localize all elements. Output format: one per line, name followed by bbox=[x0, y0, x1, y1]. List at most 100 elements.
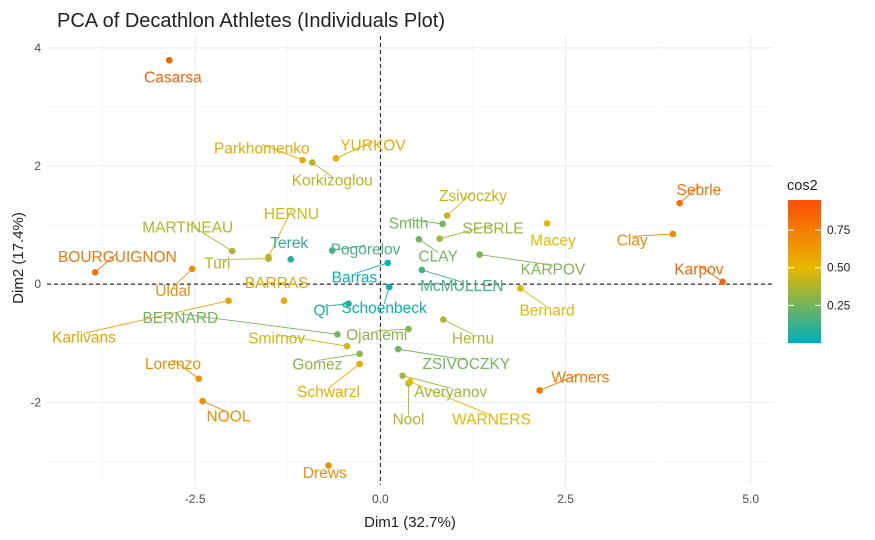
legend: cos2 0.25 0.50 0.75 bbox=[787, 178, 851, 343]
label-connector bbox=[268, 209, 292, 258]
point-label: CLAY bbox=[418, 248, 457, 265]
label-connector bbox=[439, 224, 494, 240]
point-label: BOURGUIGNON bbox=[58, 249, 177, 266]
data-point bbox=[332, 154, 340, 162]
label-connector bbox=[335, 140, 374, 159]
point-label: ZSIVOCZKY bbox=[422, 356, 510, 373]
point-label: BARRAS bbox=[245, 275, 309, 292]
data-point bbox=[356, 350, 363, 358]
point-label: Averyanov bbox=[414, 384, 487, 401]
data-point bbox=[543, 219, 551, 227]
point-label: Smith bbox=[389, 215, 429, 232]
point-label: Pogorelov bbox=[331, 241, 401, 258]
y-tick-label: -2 bbox=[30, 395, 41, 409]
point-label: Barras bbox=[332, 270, 378, 287]
label-connectors bbox=[83, 140, 723, 416]
data-point bbox=[228, 247, 236, 255]
label-connector bbox=[520, 287, 548, 308]
label-connector bbox=[409, 381, 492, 416]
data-point bbox=[265, 255, 272, 263]
label-connector bbox=[354, 262, 388, 275]
point-label: MARTINEAU bbox=[142, 219, 233, 236]
label-connector bbox=[187, 223, 233, 252]
x-tick-label: 2.5 bbox=[557, 492, 574, 506]
point-label: Smirnov bbox=[248, 330, 305, 347]
point-label: Qi bbox=[313, 303, 329, 320]
point-label: Clay bbox=[617, 232, 648, 249]
point-label: Terek bbox=[270, 235, 308, 252]
point-label: Karlivans bbox=[52, 329, 116, 346]
point-label: HERNU bbox=[264, 206, 319, 223]
label-connector bbox=[94, 252, 118, 273]
point-label: Casarsa bbox=[144, 69, 202, 86]
data-point bbox=[676, 199, 683, 207]
point-label: McMULLEN bbox=[420, 278, 504, 295]
data-point bbox=[536, 387, 543, 394]
label-connector bbox=[418, 238, 439, 253]
legend-tick-label: 0.50 bbox=[827, 261, 851, 275]
label-connector bbox=[398, 348, 467, 361]
label-connector bbox=[443, 319, 474, 335]
data-point bbox=[399, 372, 406, 380]
label-connector bbox=[276, 334, 348, 347]
data-point bbox=[280, 297, 288, 304]
data-point bbox=[308, 159, 316, 166]
data-point bbox=[443, 212, 451, 219]
label-connector bbox=[172, 359, 200, 380]
data-point bbox=[406, 378, 414, 385]
data-point bbox=[476, 251, 483, 258]
point-label: Macey bbox=[530, 232, 576, 249]
point-label: Lorenzo bbox=[145, 356, 201, 373]
point-label: Hernu bbox=[452, 330, 494, 347]
point-label: Schwarzl bbox=[297, 384, 360, 401]
data-point bbox=[225, 297, 232, 304]
label-connector bbox=[311, 162, 333, 178]
data-point bbox=[195, 375, 203, 382]
legend-tick-label: 0.75 bbox=[827, 223, 851, 237]
data-point bbox=[439, 220, 446, 228]
label-connector bbox=[332, 244, 366, 251]
data-point bbox=[440, 316, 447, 323]
data-point bbox=[405, 325, 412, 333]
point-label: SEBRLE bbox=[462, 221, 523, 238]
point-label: Bernard bbox=[519, 303, 574, 320]
point-label: Turi bbox=[204, 255, 230, 272]
data-point bbox=[165, 56, 173, 64]
label-connector bbox=[172, 268, 193, 288]
label-connector bbox=[446, 191, 474, 216]
data-point bbox=[384, 259, 392, 267]
point-labels: Casarsa Parkhomenko YURKOV Korkizoglou Zsivo… bbox=[52, 69, 724, 482]
point-label: KARPOV bbox=[521, 261, 586, 278]
point-label: Warners bbox=[551, 369, 609, 386]
label-connector bbox=[421, 269, 462, 283]
legend-colorbar bbox=[788, 200, 821, 343]
point-label: BERNARD bbox=[142, 310, 218, 327]
y-tick-label: 2 bbox=[34, 159, 41, 173]
point-label: Schoenbeck bbox=[341, 300, 427, 317]
data-point bbox=[328, 247, 336, 254]
point-label: NOOL bbox=[207, 408, 251, 425]
legend-tick-label: 0.25 bbox=[827, 298, 851, 312]
data-point bbox=[343, 342, 351, 350]
label-connector bbox=[261, 143, 303, 161]
data-point bbox=[356, 360, 363, 368]
label-connector bbox=[408, 218, 443, 225]
data-point bbox=[91, 269, 99, 276]
data-point bbox=[345, 300, 352, 307]
data-point bbox=[287, 256, 295, 263]
data-point bbox=[418, 266, 426, 274]
label-connector bbox=[632, 233, 674, 237]
points bbox=[91, 56, 726, 469]
x-tick-label: -2.5 bbox=[185, 492, 206, 506]
y-tick-label: 0 bbox=[34, 277, 41, 291]
plot-area: -2.5 0.0 2.5 5.0 -2 0 2 4 Casarsa Parkhomenko YURK… bbox=[30, 36, 773, 506]
data-point bbox=[385, 283, 393, 291]
point-label: Karpov bbox=[674, 261, 723, 278]
point-label: Nool bbox=[393, 411, 425, 428]
label-connector bbox=[317, 353, 360, 361]
data-point bbox=[436, 235, 443, 242]
label-connector bbox=[679, 185, 700, 204]
point-label: Korkizoglou bbox=[292, 173, 373, 190]
data-point bbox=[325, 462, 332, 469]
